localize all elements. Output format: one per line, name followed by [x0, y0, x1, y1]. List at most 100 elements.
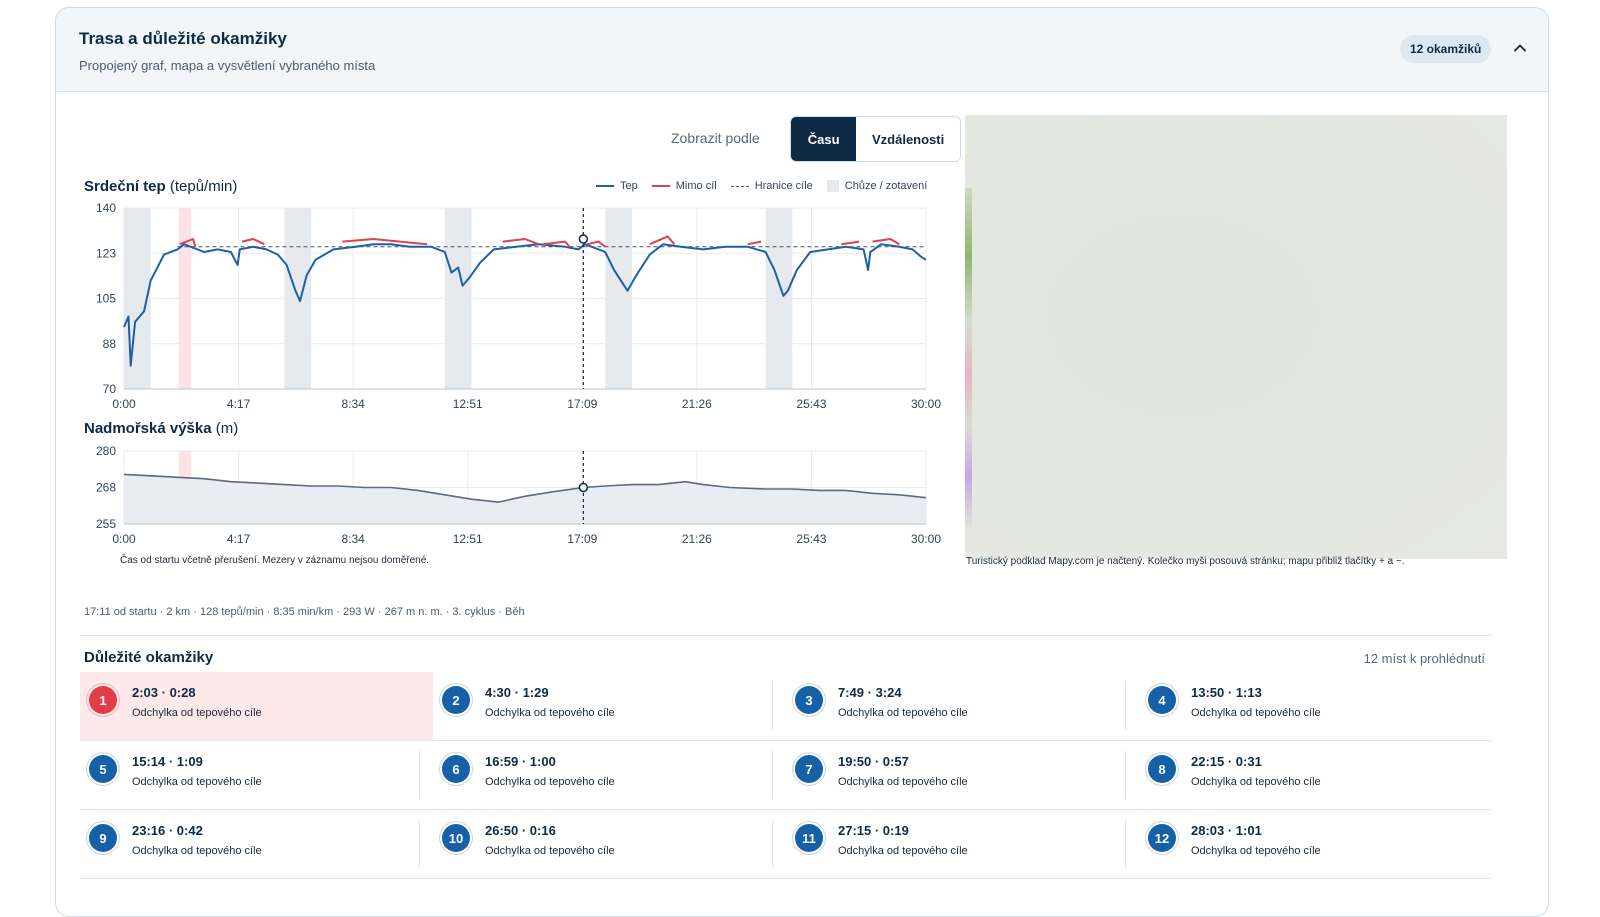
hr-x-tick-label: 12:51: [453, 397, 483, 411]
legend-item-hranice: Hranice cíle: [730, 180, 813, 192]
toggle-distance-button[interactable]: Vzdálenosti: [856, 117, 960, 161]
moment-description: Odchylka od tepového cíle: [838, 707, 968, 719]
moment-item[interactable]: 10 26:50 · 0:16 Odchylka od tepového cíle: [433, 810, 786, 878]
legend-line-mimo: [651, 185, 670, 187]
moment-description: Odchylka od tepového cíle: [1191, 776, 1321, 788]
view-by-label: Zobrazit podle: [671, 130, 760, 146]
moment-number-badge: 11: [795, 824, 823, 852]
hr-series-off-target: [542, 240, 571, 248]
map-note: Turistický podklad Mapy.com je načtený. …: [966, 556, 1405, 567]
hr-series-off-target: [342, 238, 428, 246]
moment-time: 7:49 · 3:24: [838, 685, 902, 700]
moment-time: 28:03 · 1:01: [1191, 823, 1262, 838]
moment-item[interactable]: 12 28:03 · 1:01 Odchylka od tepového cíle: [1139, 810, 1492, 878]
toggle-time-button[interactable]: Času: [791, 117, 857, 161]
moments-title: Důležité okamžiky: [84, 649, 214, 666]
hr-x-tick-label: 21:26: [682, 397, 712, 411]
moment-separator: [1125, 682, 1126, 730]
alt-chart-unit: (m): [215, 420, 239, 437]
legend-item-tep: Tep: [596, 180, 638, 192]
hr-y-tick-label: 105: [96, 292, 116, 306]
moment-description: Odchylka od tepového cíle: [485, 776, 615, 788]
moment-time: 19:50 · 0:57: [838, 754, 909, 769]
moment-item[interactable]: 7 19:50 · 0:57 Odchylka od tepového cíle: [786, 741, 1139, 809]
moment-item[interactable]: 2 4:30 · 1:29 Odchylka od tepového cíle: [433, 672, 786, 740]
moment-item[interactable]: 11 27:15 · 0:19 Odchylka od tepového cíle: [786, 810, 1139, 878]
hr-series-off-target: [179, 238, 197, 248]
moment-item[interactable]: 9 23:16 · 0:42 Odchylka od tepového cíle: [80, 810, 433, 878]
section-divider: [80, 635, 1492, 636]
moment-number-badge: 6: [442, 755, 470, 783]
moment-number-badge: 1: [89, 686, 117, 714]
legend-box-chuze: [826, 180, 839, 192]
collapse-button[interactable]: [1506, 34, 1534, 62]
hr-y-tick-label: 70: [103, 382, 117, 396]
moment-row-divider: [80, 809, 1492, 810]
hr-series-tep: [123, 243, 927, 367]
moment-time: 16:59 · 1:00: [485, 754, 556, 769]
alt-y-tick-label: 255: [96, 517, 116, 531]
moment-number-badge: 2: [442, 686, 470, 714]
moment-number-badge: 7: [795, 755, 823, 783]
moment-time: 15:14 · 1:09: [132, 754, 203, 769]
hr-series-off-target: [241, 238, 265, 246]
moment-separator: [419, 751, 420, 799]
hr-x-tick-label: 30:00: [911, 397, 941, 411]
moment-separator: [772, 751, 773, 799]
legend-label-chuze: Chůze / zotavení: [844, 180, 928, 192]
map-edge-strip: [965, 188, 972, 528]
legend-label-mimo: Mimo cíl: [675, 180, 717, 192]
moment-description: Odchylka od tepového cíle: [485, 707, 615, 719]
moment-row-divider: [80, 740, 1492, 741]
alt-x-tick-label: 8:34: [341, 532, 365, 546]
moment-separator: [772, 682, 773, 730]
moment-item[interactable]: 3 7:49 · 3:24 Odchylka od tepového cíle: [786, 672, 1139, 740]
card-title: Trasa a důležité okamžiky: [79, 29, 287, 48]
alt-x-tick-label: 25:43: [796, 532, 826, 546]
hr-series-off-target: [747, 240, 762, 246]
alt-y-tick-label: 268: [96, 481, 116, 495]
card-header[interactable]: Trasa a důležité okamžiky Propojený graf…: [56, 8, 1548, 92]
moment-description: Odchylka od tepového cíle: [132, 845, 262, 857]
hr-y-tick-label: 123: [96, 246, 116, 260]
route-map[interactable]: [965, 115, 1507, 559]
alt-chart-title-text: Nadmořská výška: [84, 420, 212, 437]
hr-chart-title: Srdeční tep (tepů/min): [84, 178, 237, 195]
moment-number-badge: 9: [89, 824, 117, 852]
moment-time: 22:15 · 0:31: [1191, 754, 1262, 769]
moment-description: Odchylka od tepového cíle: [485, 845, 615, 857]
hr-cursor-marker: [578, 234, 589, 244]
legend-line-tep: [596, 185, 614, 187]
moment-separator: [1125, 751, 1126, 799]
moment-description: Odchylka od tepového cíle: [1191, 845, 1321, 857]
moment-item[interactable]: 8 22:15 · 0:31 Odchylka od tepového cíle: [1139, 741, 1492, 809]
hr-series-off-target: [502, 238, 539, 246]
moment-time: 13:50 · 1:13: [1191, 685, 1262, 700]
moment-number-badge: 4: [1148, 686, 1176, 714]
chart-note: Čas od startu včetně přerušení. Mezery v…: [120, 555, 430, 566]
alt-x-tick-label: 21:26: [682, 532, 712, 546]
moment-item[interactable]: 5 15:14 · 1:09 Odchylka od tepového cíle: [80, 741, 433, 809]
moment-description: Odchylka od tepového cíle: [132, 776, 262, 788]
view-by-toggle: Času Vzdálenosti: [790, 116, 961, 162]
hr-chart-title-text: Srdeční tep: [84, 178, 166, 195]
alt-chart-title: Nadmořská výška (m): [84, 420, 238, 437]
moment-description: Odchylka od tepového cíle: [838, 845, 968, 857]
hr-x-tick-label: 0:00: [112, 397, 136, 411]
moment-separator: [419, 820, 420, 868]
moments-count: 12 míst k prohlédnutí: [1363, 651, 1485, 666]
hr-chart-legend: Tep Mimo cíl Hranice cíle Chůze / zotave…: [596, 180, 927, 192]
hr-series-off-target: [841, 240, 860, 246]
alt-x-tick-label: 17:09: [567, 532, 597, 546]
moment-number-badge: 3: [795, 686, 823, 714]
moment-time: 26:50 · 0:16: [485, 823, 556, 838]
alt-y-tick-label: 280: [96, 444, 116, 458]
moment-item[interactable]: 4 13:50 · 1:13 Odchylka od tepového cíle: [1139, 672, 1492, 740]
alt-cursor-marker: [578, 482, 589, 493]
legend-label-tep: Tep: [620, 180, 638, 192]
moment-item[interactable]: 1 2:03 · 0:28 Odchylka od tepového cíle: [80, 672, 433, 740]
moment-separator: [1125, 820, 1126, 868]
moment-item[interactable]: 6 16:59 · 1:00 Odchylka od tepového cíle: [433, 741, 786, 809]
legend-line-hranice: [730, 185, 749, 187]
charts-canvas[interactable]: 0:00 4:17 8:34 12:51 17:09 21:26 25:43 30:00 140…: [56, 8, 956, 568]
